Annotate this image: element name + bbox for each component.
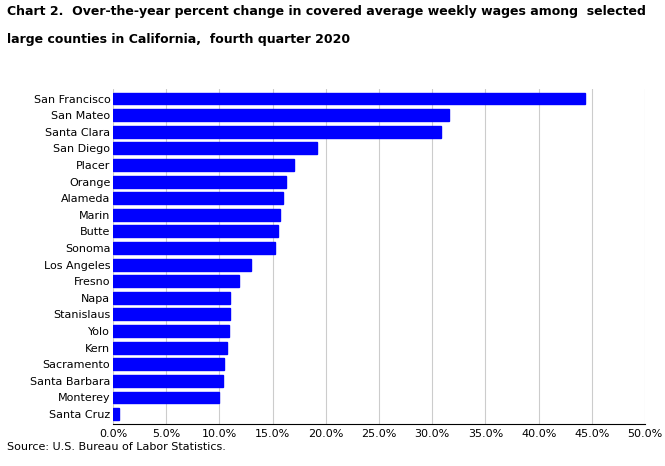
Bar (113, 408, 120, 420)
Bar (113, 226, 278, 237)
Bar (113, 109, 450, 121)
Bar (113, 142, 317, 154)
Bar (113, 159, 294, 171)
Text: large counties in California,  fourth quarter 2020: large counties in California, fourth qua… (7, 33, 350, 46)
Bar (113, 93, 585, 104)
Bar (113, 209, 280, 221)
Bar (113, 375, 223, 387)
Text: Source: U.S. Bureau of Labor Statistics.: Source: U.S. Bureau of Labor Statistics. (7, 442, 225, 452)
Bar (113, 358, 223, 370)
Bar (113, 242, 275, 254)
Bar (113, 391, 219, 404)
Bar (113, 259, 251, 271)
Bar (113, 325, 229, 337)
Text: Chart 2.  Over-the-year percent change in covered average weekly wages among  se: Chart 2. Over-the-year percent change in… (7, 5, 646, 18)
Bar (113, 275, 239, 287)
Bar (113, 308, 230, 321)
Bar (113, 342, 227, 354)
Bar (113, 176, 287, 187)
Bar (113, 292, 230, 304)
Bar (113, 192, 283, 204)
Bar (113, 126, 441, 138)
